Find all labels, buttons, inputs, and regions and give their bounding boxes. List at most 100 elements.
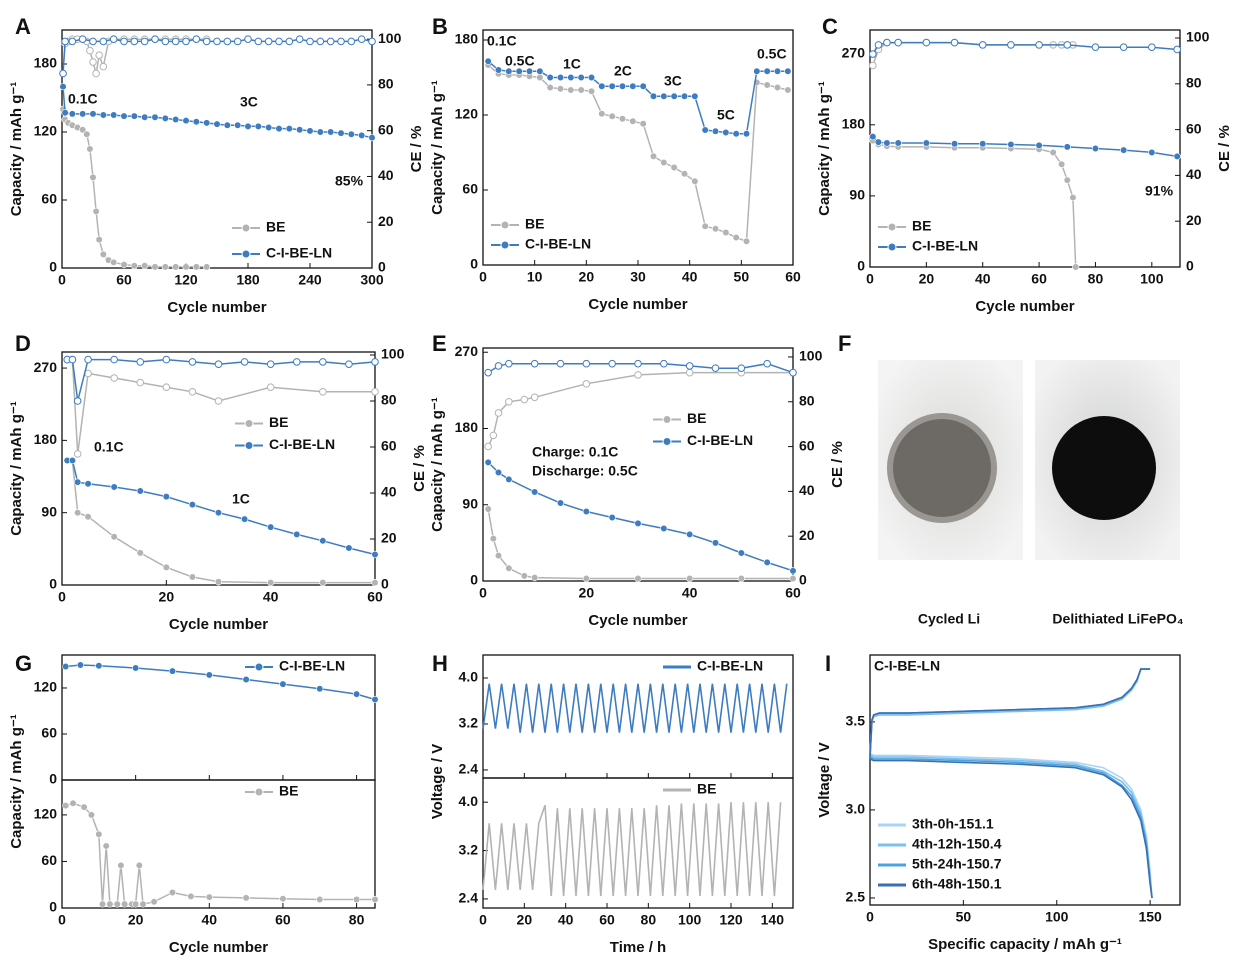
data-point [773, 67, 782, 75]
plot-frame [61, 779, 376, 909]
y-tick-label: 120 [34, 806, 58, 822]
y-tick-label: 2.4 [459, 890, 479, 906]
data-point [691, 177, 699, 185]
data-point [86, 145, 94, 153]
ce-point [685, 362, 694, 370]
x-tick-label: 40 [263, 589, 279, 605]
data-point [979, 140, 987, 148]
x-tick-label: 60 [785, 585, 801, 601]
data-point [192, 118, 200, 126]
data-point [188, 573, 197, 581]
y2-tick-label: 40 [1186, 166, 1202, 182]
plot-frame [61, 654, 376, 781]
plot-frame [61, 29, 373, 269]
ce-point [316, 37, 325, 46]
ce-point [292, 358, 301, 366]
data-point [106, 900, 114, 908]
data-point [74, 509, 82, 517]
data-point [742, 130, 751, 138]
data-point [151, 263, 159, 271]
y2-tick-label: 20 [381, 530, 397, 546]
x-tick-label: 60 [275, 912, 291, 928]
data-point [110, 258, 118, 266]
y-tick-label: 0 [470, 256, 478, 272]
x-tick-label: 300 [360, 272, 384, 288]
data-point [120, 261, 128, 269]
data-point [279, 895, 287, 903]
data-point [608, 513, 616, 522]
ce-point [357, 35, 366, 43]
data-point [172, 115, 180, 124]
data-point [484, 505, 492, 513]
y2-tick-label: 100 [378, 30, 402, 46]
data-point [110, 533, 118, 541]
data-point [505, 475, 513, 483]
annotation: 0.1C [68, 91, 98, 107]
y2-tick-label: 100 [381, 346, 405, 362]
data-point [371, 578, 379, 587]
x-tick-label: 60 [785, 269, 801, 285]
data-line [62, 86, 373, 139]
y-tick-label: 0 [857, 258, 865, 274]
ce-point [306, 37, 314, 46]
panel-label: F [838, 331, 851, 356]
data-point [789, 574, 797, 583]
data-point [531, 574, 539, 582]
data-point [722, 128, 730, 137]
data-point [686, 574, 694, 583]
ce-point [240, 358, 249, 366]
data-point [74, 478, 82, 486]
legend-label: BE [279, 783, 298, 799]
data-point [691, 92, 699, 100]
data-point [130, 262, 138, 270]
y2-tick-label: 20 [1186, 212, 1202, 228]
panel-label: E [432, 331, 447, 356]
x-tick-label: 80 [1088, 271, 1104, 287]
ce-point [84, 355, 92, 364]
data-point [763, 67, 771, 75]
ce-point [161, 37, 170, 46]
x-tick-label: 10 [527, 269, 543, 285]
x-axis-label: Cycle number [169, 616, 268, 633]
data-point [494, 468, 503, 477]
data-point [680, 170, 689, 178]
data-point [577, 86, 585, 94]
data-point [327, 128, 335, 136]
x-tick-label: 0 [479, 269, 487, 285]
legend-label: BE [912, 218, 931, 234]
data-point [99, 111, 107, 119]
data-point [172, 263, 180, 271]
x-tick-label: 20 [579, 269, 595, 285]
data-point [102, 842, 110, 850]
ce-point [130, 37, 139, 46]
data-point [1049, 148, 1057, 157]
data-point [608, 112, 616, 120]
legend-label: BE [266, 219, 285, 235]
y-tick-label: 270 [842, 44, 866, 60]
data-point [285, 125, 293, 133]
data-point [68, 456, 77, 465]
data-point [205, 893, 213, 901]
data-point [1148, 148, 1156, 157]
data-point [95, 662, 103, 670]
y-tick-label: 3.5 [846, 713, 866, 729]
data-point [162, 563, 170, 571]
y-axis-label: Capacity / mAh g⁻¹ [429, 80, 446, 215]
y2-tick-label: 40 [378, 167, 394, 183]
data-point [1091, 144, 1100, 153]
data-point [784, 67, 792, 75]
data-point [494, 551, 503, 560]
data-point [95, 236, 103, 244]
data-line [487, 461, 794, 572]
data-point [293, 530, 301, 538]
y2-tick-label: 80 [381, 392, 397, 408]
x-tick-label: 60 [116, 272, 132, 288]
ce-point [109, 35, 118, 43]
y-tick-label: 0 [470, 572, 478, 588]
x-tick-label: 80 [641, 912, 657, 928]
y2-axis-label: CE / % [1216, 125, 1233, 172]
y-tick-label: 90 [849, 187, 865, 203]
ce-point [182, 37, 190, 46]
data-point [267, 523, 275, 531]
legend-marker [887, 222, 897, 232]
